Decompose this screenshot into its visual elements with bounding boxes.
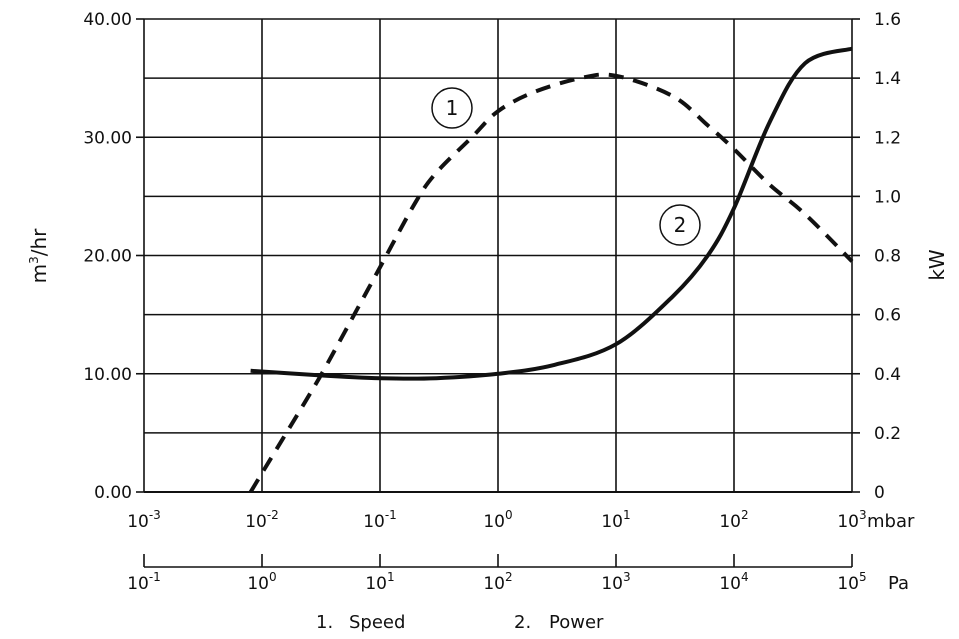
y-right-tick-label: 0.6	[874, 306, 901, 326]
series-markers: 12	[431, 87, 701, 246]
y-right-tick-label: 1.6	[874, 10, 901, 30]
curves	[248, 46, 854, 494]
right-axis-ticks: 0 0.2 0.4 0.6 0.8 1.0 1.2 1.4 1.6	[852, 10, 901, 503]
x-mbar-tick-label: 102	[719, 508, 748, 532]
x-mbar-tick-label: 100	[483, 508, 512, 532]
x-axis-pa: 10-1 100 101 102 103 104 105	[127, 554, 867, 594]
y-right-tick-label: 1.4	[874, 69, 901, 89]
y-left-tick-label: 20.00	[83, 247, 132, 267]
x-mbar-tick-label: 103	[837, 508, 866, 532]
x-pa-tick-label: 103	[601, 570, 630, 594]
y-right-tick-label: 1.0	[874, 187, 901, 207]
y-right-tick-label: 0.4	[874, 365, 901, 385]
legend-item-power-label: Power	[549, 612, 604, 633]
x-mbar-tick-label: 101	[601, 508, 630, 532]
y-axis-right-title: kW	[925, 249, 949, 281]
x-pa-tick-label: 105	[837, 570, 866, 594]
y-left-tick-label: 0.00	[94, 483, 132, 503]
series-marker-circle-speed	[431, 87, 473, 129]
y-axis-left-title: m3/hr	[27, 228, 51, 284]
x-mbar-tick-label: 10-2	[245, 508, 279, 532]
y-right-tick-label: 0	[874, 483, 885, 503]
legend-item-speed-label: Speed	[349, 612, 405, 633]
y-left-tick-label: 10.00	[83, 365, 132, 385]
x-mbar-tick-label: 10-1	[363, 508, 397, 532]
y-right-tick-label: 0.8	[874, 247, 901, 267]
y-right-tick-label: 1.2	[874, 128, 901, 148]
legend-item-speed-number: 1.	[316, 612, 333, 633]
x-mbar-tick-label: 10-3	[127, 508, 161, 532]
x-axis-unit-mbar: mbar	[867, 511, 915, 532]
left-axis-ticks: 0.00 10.00 20.00 30.00 40.00	[83, 10, 144, 503]
x-axis-mbar-ticks: 10-3 10-2 10-1 100 101 102 103	[127, 508, 866, 532]
series-marker-label-power: 2	[674, 213, 687, 237]
series-marker-circle-power	[659, 204, 701, 246]
legend: 1. Speed 2. Power	[316, 612, 604, 633]
x-pa-tick-label: 101	[365, 570, 394, 594]
x-pa-tick-label: 10-1	[127, 570, 161, 594]
x-axis-unit-pa: Pa	[888, 573, 909, 594]
y-left-tick-label: 40.00	[83, 10, 132, 30]
legend-item-power-number: 2.	[514, 612, 531, 633]
y-right-tick-label: 0.2	[874, 424, 901, 444]
y-left-tick-label: 30.00	[83, 128, 132, 148]
x-pa-tick-label: 104	[719, 570, 748, 594]
series-marker-label-speed: 1	[446, 96, 459, 120]
grid	[143, 18, 853, 493]
x-pa-tick-label: 100	[247, 570, 276, 594]
series-line-speed	[248, 72, 854, 494]
series-line-power	[250, 46, 853, 381]
x-pa-tick-label: 102	[483, 570, 512, 594]
